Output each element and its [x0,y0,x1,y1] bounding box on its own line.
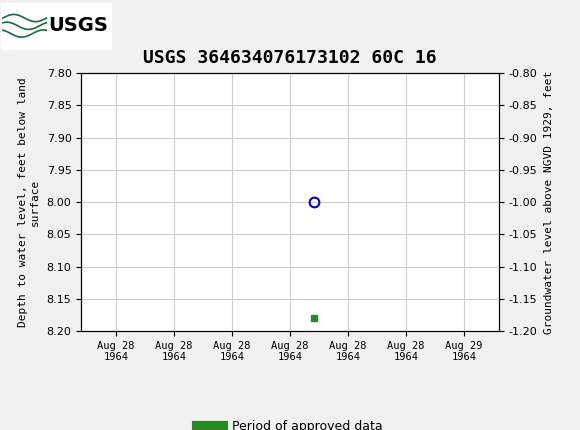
Text: USGS 364634076173102 60C 16: USGS 364634076173102 60C 16 [143,49,437,67]
Legend: Period of approved data: Period of approved data [192,415,388,430]
Text: USGS: USGS [48,16,108,35]
Y-axis label: Groundwater level above NGVD 1929, feet: Groundwater level above NGVD 1929, feet [544,71,554,334]
Bar [1,3,111,49]
Y-axis label: Depth to water level, feet below land
surface: Depth to water level, feet below land su… [18,77,39,327]
